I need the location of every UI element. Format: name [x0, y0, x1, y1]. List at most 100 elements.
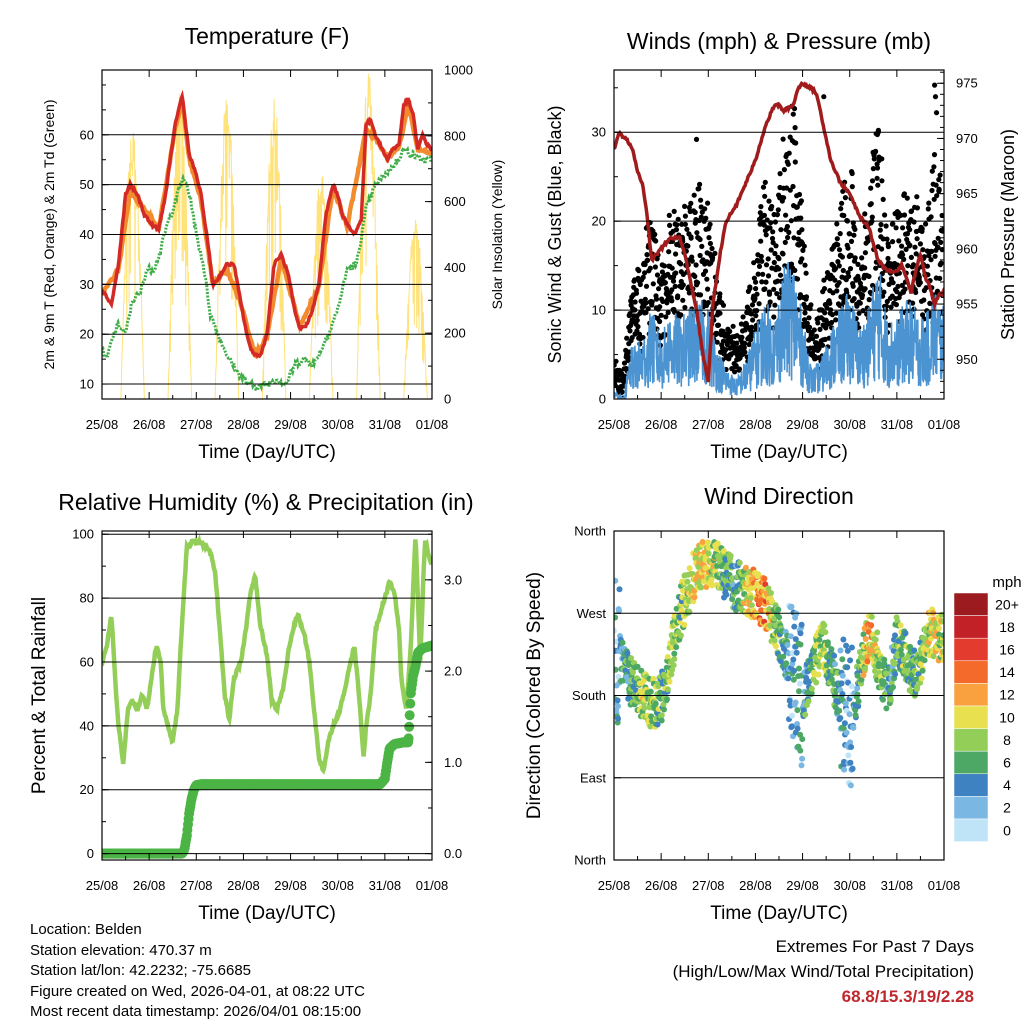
direction-point [791, 623, 798, 630]
gust-point [670, 278, 677, 284]
gust-point [873, 265, 879, 271]
gust-point [709, 257, 715, 263]
gust-point [698, 214, 704, 220]
gust-point [790, 111, 796, 117]
gust-point [762, 179, 768, 185]
gust-point [751, 260, 757, 266]
gust-point [837, 231, 843, 237]
gust-point [816, 345, 822, 352]
direction-point [698, 584, 705, 591]
gust-point [798, 198, 805, 204]
direction-point [808, 685, 815, 692]
winds-y2-tick-label: 965 [956, 186, 978, 201]
direction-point [622, 667, 629, 674]
gust-outlier-point [932, 94, 939, 100]
winds-y2-tick-label: 950 [956, 352, 978, 367]
direction-point [699, 539, 706, 545]
gust-point [667, 222, 673, 228]
direction-point [902, 630, 909, 637]
gust-point [934, 193, 940, 199]
humidity-x-tick-label: 01/08 [416, 878, 449, 893]
direction-point [930, 653, 937, 660]
temperature-x-tick-label: 01/08 [416, 417, 449, 432]
colorbar-swatch [953, 818, 989, 842]
gust-point [674, 295, 681, 301]
gust-point [635, 324, 641, 330]
direction-point [666, 678, 673, 685]
pressure-line [614, 80, 944, 383]
direction-point [657, 689, 664, 696]
gust-point [923, 285, 929, 291]
gust-point [879, 178, 885, 184]
temperature-y-tick-label: 30 [80, 277, 94, 292]
direction-point [935, 625, 942, 632]
colorbar-title: mph [992, 574, 1021, 591]
gust-point [686, 290, 692, 296]
gust-point [890, 239, 896, 245]
gust-point [869, 178, 876, 184]
gust-point [799, 227, 805, 233]
gust-point [650, 281, 656, 287]
humidity-x-tick-label: 29/08 [274, 878, 307, 893]
direction-point [776, 614, 783, 621]
gust-point [857, 300, 863, 306]
gust-point [633, 290, 640, 296]
humidity-y-tick-label: 40 [80, 718, 94, 733]
gust-point [706, 235, 712, 241]
direction-point [761, 575, 768, 582]
direction-point [796, 680, 803, 687]
direction-point [664, 654, 671, 660]
gust-point [688, 200, 694, 206]
winds-xlabel: Time (Day/UTC) [710, 442, 848, 463]
gust-point [799, 256, 805, 262]
gust-outlier-point [932, 82, 938, 88]
direction-point [822, 629, 829, 636]
gust-point [760, 184, 767, 190]
direction-point [684, 578, 691, 585]
direction-title: Wind Direction [704, 483, 854, 509]
direction-point [720, 548, 727, 555]
gust-point [850, 283, 856, 289]
gust-point [870, 166, 877, 172]
direction-point [650, 675, 657, 682]
gust-point [658, 312, 664, 318]
gust-point [755, 271, 761, 277]
direction-point [831, 652, 838, 659]
winds-x-tick-label: 26/08 [645, 417, 678, 432]
direction-point [848, 644, 855, 651]
direction-point [821, 622, 828, 629]
direction-point [854, 691, 861, 698]
direction-point [753, 611, 760, 618]
direction-point [792, 636, 799, 643]
gust-point [712, 250, 718, 256]
gust-point [849, 170, 855, 177]
location-text: Location: Belden [30, 921, 142, 938]
winds-x-tick-label: 01/08 [928, 417, 961, 432]
gust-point [935, 235, 941, 241]
direction-point [940, 618, 944, 625]
gust-point [707, 240, 714, 247]
gust-point [772, 250, 778, 257]
direction-point [805, 698, 812, 705]
gust-point [634, 317, 640, 323]
direction-point [797, 641, 804, 648]
gust-point [777, 295, 783, 301]
gust-point [895, 283, 901, 289]
direction-point [790, 676, 797, 683]
gust-point [771, 259, 777, 266]
gust-point [801, 317, 808, 323]
humidity-plot-frame [101, 530, 433, 861]
gust-outlier-point [933, 110, 940, 116]
direction-point [669, 666, 676, 673]
colorbar-swatch [953, 615, 989, 639]
wind-direction-panel: North East South West North 25/08 26/08 27/08 28… [524, 483, 960, 924]
gust-point [815, 320, 821, 326]
winds-x-tick-label: 31/08 [881, 417, 914, 432]
direction-point [918, 675, 925, 682]
wind-data [614, 80, 944, 399]
direction-point [614, 627, 617, 634]
gust-point [900, 252, 906, 258]
gust-point [754, 308, 760, 314]
gust-point [931, 152, 938, 158]
